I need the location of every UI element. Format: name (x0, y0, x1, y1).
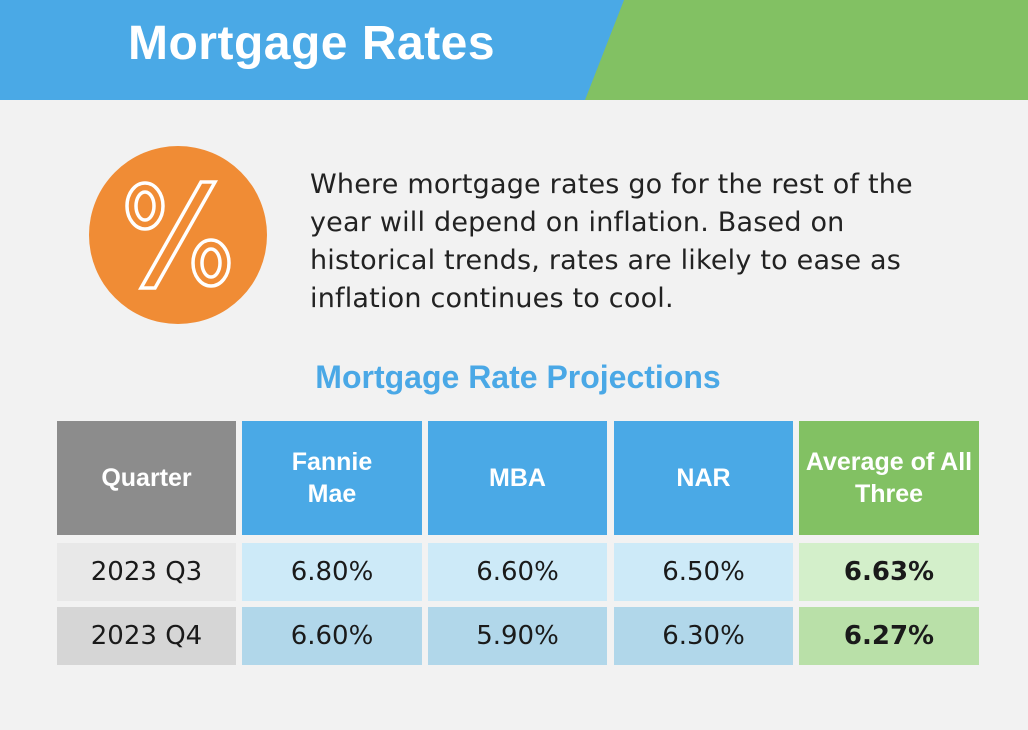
row-q4-nar: 6.30% (614, 607, 793, 665)
header-background (0, 0, 1028, 100)
table-title: Mortgage Rate Projections (315, 359, 721, 395)
row-q4-quarter: 2023 Q4 (57, 607, 236, 665)
header-quarter: Quarter (57, 421, 236, 535)
row-q4-fannie-mae: 6.60% (242, 607, 422, 665)
header-banner: Mortgage Rates (0, 0, 1028, 100)
header-mba: MBA (428, 421, 607, 535)
header-nar: NAR (614, 421, 793, 535)
row-q3-quarter: 2023 Q3 (57, 543, 236, 601)
row-q3-fannie-mae: 6.80% (242, 543, 422, 601)
row-q4-mba: 5.90% (428, 607, 607, 665)
percent-icon (89, 146, 267, 324)
header-fannie-mae: Fannie Mae (242, 421, 422, 535)
page-title: Mortgage Rates (128, 17, 496, 70)
row-q3-average: 6.63% (799, 543, 979, 601)
percent-badge (89, 146, 267, 324)
row-q3-nar: 6.50% (614, 543, 793, 601)
intro-paragraph: Where mortgage rates go for the rest of … (310, 169, 913, 314)
row-q3-mba: 6.60% (428, 543, 607, 601)
row-q4-average: 6.27% (799, 607, 979, 665)
header-average: Average of All Three (799, 421, 979, 535)
